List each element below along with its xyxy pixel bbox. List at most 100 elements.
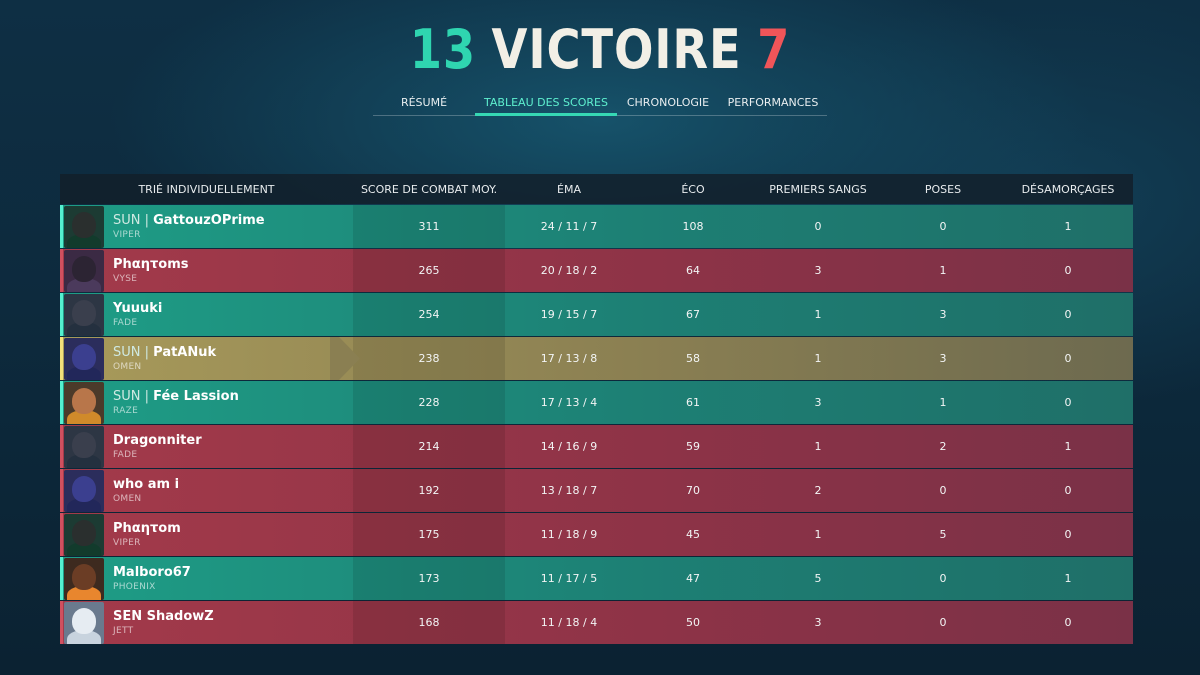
player-name-text: who am i [113, 477, 180, 492]
match-result-label: VICTOIRE [491, 18, 742, 81]
player-cell: Malboro67 PHOENIX [60, 557, 353, 600]
plants-value: 5 [939, 528, 947, 541]
agent-portrait-icon [64, 425, 104, 468]
defuses-value: 1 [1064, 220, 1072, 233]
player-name[interactable]: Dragonniter [113, 432, 202, 449]
eco-value: 59 [686, 440, 700, 453]
team-indicator [60, 425, 63, 468]
defuses-value: 0 [1064, 616, 1072, 629]
first-bloods-value: 0 [814, 220, 822, 233]
eco-value: 70 [686, 484, 700, 497]
player-name-text: PatANuk [153, 345, 217, 360]
plants-value: 1 [939, 264, 947, 277]
eco-value: 50 [686, 616, 700, 629]
first-bloods-value: 1 [814, 440, 822, 453]
first-bloods-value: 1 [814, 352, 822, 365]
player-cell: SUN | GattouzOPrime VIPER [60, 205, 353, 248]
sort-individually-header[interactable]: TRIÉ INDIVIDUELLEMENT [138, 182, 275, 196]
plants-value: 0 [939, 220, 947, 233]
agent-portrait-icon [64, 557, 104, 600]
player-cell: Phαητom VIPER [60, 513, 353, 556]
eco-value: 108 [682, 220, 704, 233]
player-name[interactable]: SUN | Fée Lassion [113, 388, 239, 405]
agent-portrait-icon [64, 381, 104, 424]
kda-value: 17 / 13 / 8 [540, 352, 598, 365]
kda-column-header[interactable]: ÉMA [557, 182, 581, 196]
player-name[interactable]: SUN | GattouzOPrime [113, 212, 265, 229]
kda-value: 14 / 16 / 9 [540, 440, 598, 453]
agent-name: FADE [113, 450, 138, 460]
player-name[interactable]: Yuuuki [113, 300, 162, 317]
acs-column-header[interactable]: SCORE DE COMBAT MOY. [360, 182, 498, 196]
ally-score: 13 [409, 18, 477, 81]
acs-cell-background [353, 381, 505, 424]
plants-column-header[interactable]: POSES [924, 182, 962, 196]
player-name-text: Yuuuki [113, 301, 163, 316]
plants-value: 0 [939, 484, 947, 497]
player-name[interactable]: Malboro67 [113, 564, 191, 581]
player-name-text: Phαητoms [113, 257, 189, 272]
kda-value: 20 / 18 / 2 [540, 264, 598, 277]
team-indicator [60, 337, 63, 380]
enemy-score: 7 [757, 18, 791, 81]
scoreboard-row[interactable]: SUN | PatANuk OMEN 238 17 / 13 / 8 58 1 3 0 [60, 337, 1133, 380]
acs-value: 214 [418, 440, 440, 453]
agent-portrait-icon [64, 601, 104, 644]
kda-value: 13 / 18 / 7 [540, 484, 598, 497]
tab-resume[interactable]: RÉSUMÉ [400, 96, 448, 109]
acs-value: 173 [418, 572, 440, 585]
player-cell: Dragonniter FADE [60, 425, 353, 468]
defuses-value: 0 [1064, 352, 1072, 365]
scoreboard-row[interactable]: Yuuuki FADE 254 19 / 15 / 7 67 1 3 0 [60, 293, 1133, 336]
player-name-text: Malboro67 [113, 565, 191, 580]
scoreboard-row[interactable]: SUN | Fée Lassion RAZE 228 17 / 13 / 4 61 3 1 0 [60, 381, 1133, 424]
tab-performances[interactable]: PERFORMANCES [727, 96, 819, 109]
agent-portrait-icon [64, 205, 104, 248]
defuses-value: 0 [1064, 396, 1072, 409]
acs-cell-background [353, 425, 505, 468]
tab-timeline[interactable]: CHRONOLOGIE [626, 96, 710, 109]
eco-column-header[interactable]: ÉCO [681, 182, 705, 196]
scoreboard-row[interactable]: Dragonniter FADE 214 14 / 16 / 9 59 1 2 1 [60, 425, 1133, 468]
team-indicator [60, 249, 63, 292]
agent-name: JETT [113, 626, 134, 636]
player-name[interactable]: who am i [113, 476, 179, 493]
tab-scoreboard[interactable]: TABLEAU DES SCORES [475, 94, 617, 116]
team-indicator [60, 381, 63, 424]
kda-value: 19 / 15 / 7 [540, 308, 598, 321]
scoreboard-row[interactable]: SEN ShadowZ JETT 168 11 / 18 / 4 50 3 0 0 [60, 601, 1133, 644]
player-cell: SEN ShadowZ JETT [60, 601, 353, 644]
eco-value: 64 [686, 264, 700, 277]
player-name-text: SEN ShadowZ [113, 609, 214, 624]
agent-name: OMEN [113, 362, 142, 372]
team-indicator [60, 557, 63, 600]
acs-value: 228 [418, 396, 440, 409]
defuses-column-header[interactable]: DÉSAMORÇAGES [1021, 182, 1115, 196]
player-name[interactable]: SEN ShadowZ [113, 608, 214, 625]
player-name[interactable]: Phαητoms [113, 256, 188, 273]
scoreboard-row[interactable]: who am i OMEN 192 13 / 18 / 7 70 2 0 0 [60, 469, 1133, 512]
eco-value: 45 [686, 528, 700, 541]
agent-portrait-icon [64, 337, 104, 380]
scoreboard-row[interactable]: Phαητoms VYSE 265 20 / 18 / 2 64 3 1 0 [60, 249, 1133, 292]
plants-value: 3 [939, 352, 947, 365]
plants-value: 1 [939, 396, 947, 409]
player-cell: Yuuuki FADE [60, 293, 353, 336]
scoreboard-row[interactable]: Malboro67 PHOENIX 173 11 / 17 / 5 47 5 0 1 [60, 557, 1133, 600]
kda-value: 11 / 17 / 5 [540, 572, 598, 585]
player-name[interactable]: Phαητom [113, 520, 181, 537]
defuses-value: 0 [1064, 528, 1072, 541]
scoreboard-row[interactable]: Phαητom VIPER 175 11 / 18 / 9 45 1 5 0 [60, 513, 1133, 556]
team-indicator [60, 601, 63, 644]
agent-portrait-icon [64, 469, 104, 512]
acs-cell-background [353, 249, 505, 292]
player-name[interactable]: SUN | PatANuk [113, 344, 216, 361]
player-cell: SUN | Fée Lassion RAZE [60, 381, 353, 424]
scoreboard-row[interactable]: SUN | GattouzOPrime VIPER 311 24 / 11 / 7 10… [60, 205, 1133, 248]
agent-portrait-icon [64, 513, 104, 556]
first-bloods-column-header[interactable]: PREMIERS SANGS [769, 182, 867, 196]
agent-name: VYSE [113, 274, 138, 284]
first-bloods-value: 2 [814, 484, 822, 497]
acs-cell-background [353, 557, 505, 600]
scoreboard-rows: SUN | GattouzOPrime VIPER 311 24 / 11 / 7 10… [60, 205, 1133, 644]
